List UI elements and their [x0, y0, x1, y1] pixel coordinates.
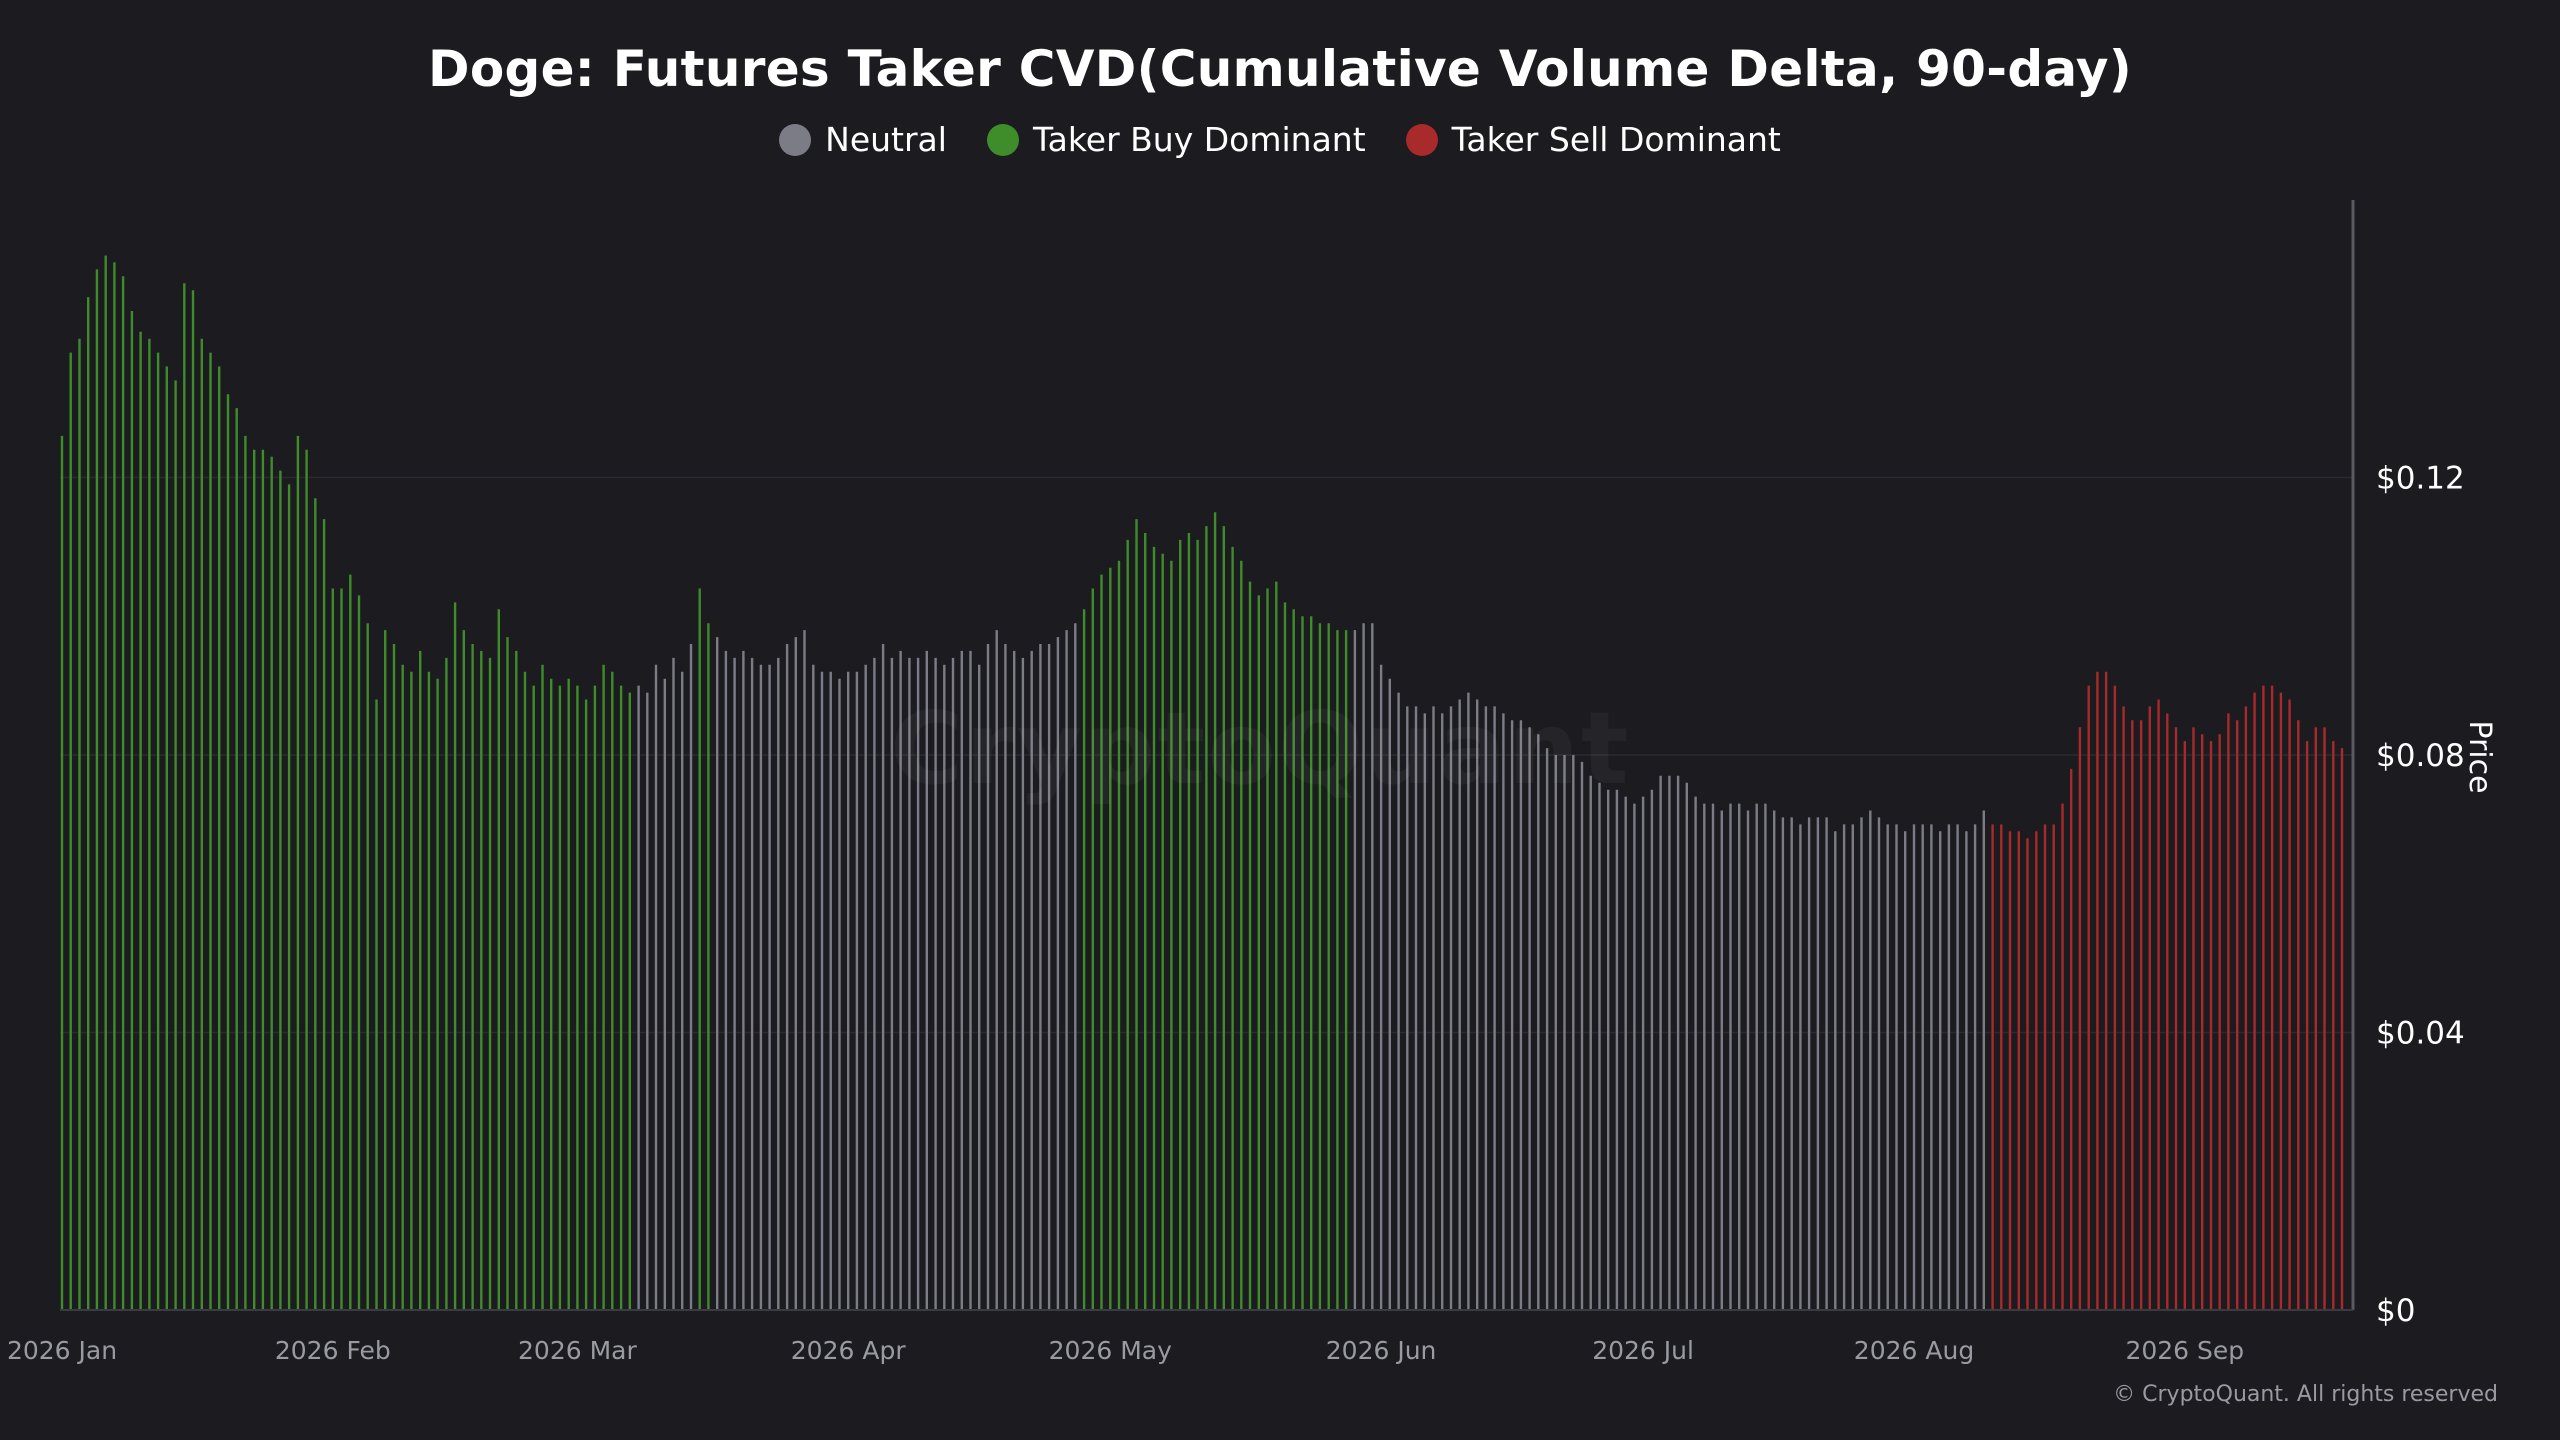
- legend: Neutral Taker Buy Dominant Taker Sell Do…: [0, 120, 2560, 159]
- y-tick-label: $0.12: [2376, 461, 2465, 497]
- price-bars: [60, 255, 2344, 1310]
- x-tick-label: 2026 Feb: [275, 1336, 391, 1365]
- x-tick-label: 2026 Apr: [791, 1336, 907, 1365]
- x-tick-label: 2026 Aug: [1854, 1336, 1974, 1365]
- y-tick-label: $0: [2376, 1293, 2415, 1329]
- y-tick-label: $0.04: [2376, 1016, 2465, 1052]
- x-tick-label: 2026 Mar: [518, 1336, 637, 1365]
- chart-title: Doge: Futures Taker CVD(Cumulative Volum…: [428, 40, 2132, 98]
- copyright-notice: © CryptoQuant. All rights reserved: [2113, 1382, 2498, 1407]
- legend-swatch-taker-sell: [1405, 123, 1438, 156]
- x-tick-label: 2026 Jul: [1592, 1336, 1694, 1365]
- legend-item-taker-buy[interactable]: Taker Buy Dominant: [986, 120, 1366, 159]
- x-tick-label: 2026 May: [1049, 1336, 1172, 1365]
- legend-item-taker-sell[interactable]: Taker Sell Dominant: [1405, 120, 1781, 159]
- legend-swatch-taker-buy: [986, 123, 1019, 156]
- legend-label-taker-buy: Taker Buy Dominant: [1032, 120, 1366, 159]
- legend-item-neutral[interactable]: Neutral: [779, 120, 947, 159]
- legend-label-neutral: Neutral: [825, 120, 947, 159]
- y-axis-label: Price: [2462, 720, 2497, 793]
- watermark: CryptoQuant: [890, 690, 1631, 807]
- x-tick-label: 2026 Jun: [1326, 1336, 1437, 1365]
- y-axis-ticks: $0 $0.04 $0.08 $0.12: [2376, 461, 2465, 1330]
- legend-swatch-neutral: [779, 123, 812, 156]
- x-tick-label: 2026 Sep: [2125, 1336, 2244, 1365]
- legend-label-taker-sell: Taker Sell Dominant: [1451, 120, 1781, 159]
- y-tick-label: $0.08: [2376, 738, 2465, 774]
- x-tick-label: 2026 Jan: [7, 1336, 117, 1365]
- x-axis-ticks: 2026 Jan 2026 Feb 2026 Mar 2026 Apr 2026 May…: [7, 1336, 2244, 1365]
